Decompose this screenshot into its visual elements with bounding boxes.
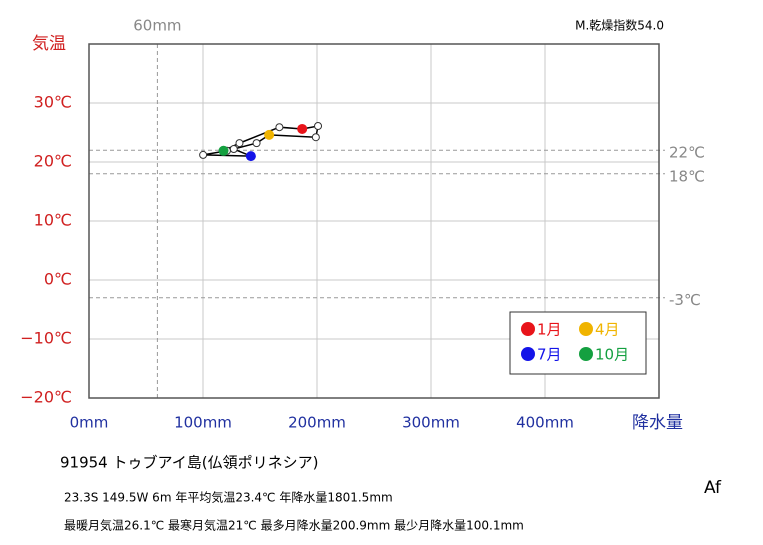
month-point (264, 129, 275, 140)
y-tick-label: −20℃ (20, 388, 72, 407)
legend-label: 7月 (537, 346, 562, 364)
reference-label: 18℃ (669, 167, 705, 185)
x-tick-label: 300mm (402, 414, 460, 432)
x-tick-label: 400mm (516, 414, 574, 432)
legend-marker (579, 347, 593, 361)
y-tick-label: 10℃ (34, 211, 72, 230)
month-point (218, 145, 229, 156)
station-name: 91954 トゥブアイ島(仏領ポリネシア) (60, 454, 318, 472)
month-point (235, 139, 244, 148)
legend-box (509, 311, 647, 375)
month-point (311, 133, 320, 142)
y-tick-label: −10℃ (20, 329, 72, 348)
legend-label: 4月 (595, 321, 620, 339)
month-point (297, 123, 308, 134)
legend-marker (579, 322, 593, 336)
plot-frame (88, 43, 660, 399)
x-axis-label: 降水量 (632, 413, 683, 433)
info-line: 最暖月気温26.1℃ 最寒月気温21℃ 最多月降水量200.9mm 最少月降水量… (64, 518, 524, 533)
legend-marker (521, 322, 535, 336)
reference-label: -3℃ (669, 291, 701, 309)
legend-marker (521, 347, 535, 361)
y-tick-label: 20℃ (34, 152, 72, 171)
y-axis-label: 気温 (32, 34, 66, 54)
info-line: 23.3S 149.5W 6m 年平均気温23.4℃ 年降水量1801.5mm (64, 490, 393, 505)
dryness-index: M.乾燥指数54.0 (575, 18, 664, 33)
month-point (199, 150, 208, 159)
x-tick-label: 200mm (288, 414, 346, 432)
y-tick-label: 0℃ (44, 270, 72, 289)
month-point (229, 145, 238, 154)
y-tick-label: 30℃ (34, 93, 72, 112)
month-point (275, 123, 284, 132)
month-point (252, 139, 261, 148)
legend-label: 10月 (595, 346, 629, 364)
month-point (245, 151, 256, 162)
month-point (314, 122, 323, 131)
reference-label: 22℃ (669, 144, 705, 162)
climate-class: Af (704, 478, 722, 498)
reference-label: 60mm (133, 17, 181, 35)
legend-label: 1月 (537, 321, 562, 339)
x-tick-label: 100mm (174, 414, 232, 432)
x-tick-label: 0mm (70, 414, 109, 432)
